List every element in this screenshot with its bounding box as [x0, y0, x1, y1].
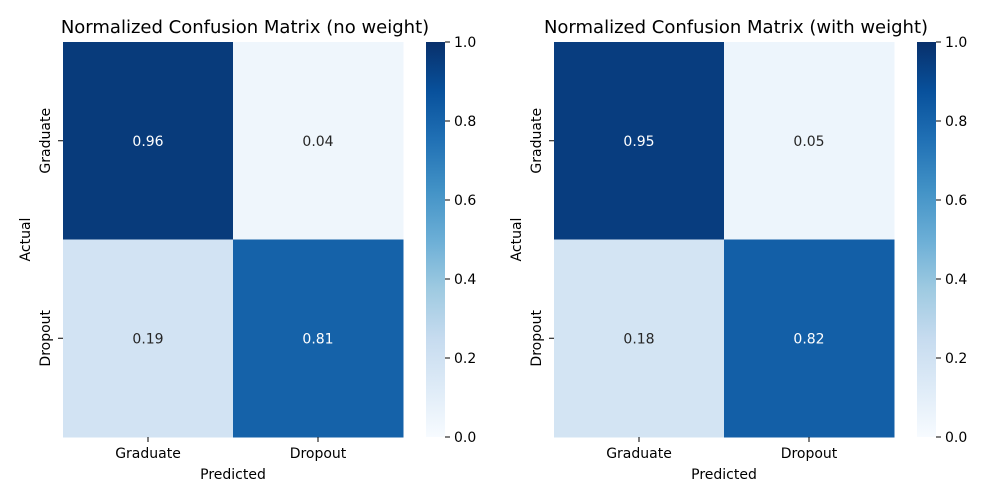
- colorbar-tick-label: 0.4: [454, 272, 476, 288]
- y-axis-label: Actual: [18, 218, 34, 262]
- cell-value-label: 0.18: [623, 331, 654, 347]
- y-tick-label: Graduate: [38, 108, 54, 174]
- chart-title: Normalized Confusion Matrix (with weight…: [544, 17, 928, 38]
- colorbar-tick-label: 0.2: [945, 351, 967, 367]
- heatmap-cell-dropout-graduate: [554, 239, 725, 438]
- colorbar-tick-label: 0.8: [454, 114, 476, 130]
- cell-value-label: 0.19: [132, 331, 163, 347]
- y-tick-label: Dropout: [529, 309, 545, 366]
- heatmap-cell-graduate-dropout: [724, 42, 895, 240]
- y-axis-label: Actual: [509, 218, 525, 262]
- heatmap-cell-dropout-dropout: [233, 239, 404, 438]
- heatmap-cell-graduate-graduate: [63, 42, 234, 240]
- x-tick-label: Graduate: [606, 446, 672, 462]
- colorbar-tick-label: 1.0: [454, 35, 476, 51]
- cell-value-label: 0.81: [302, 331, 333, 347]
- x-axis-label: Predicted: [200, 467, 266, 483]
- heatmap-cell-dropout-graduate: [63, 239, 234, 438]
- heatmap-panel-2: 0.95 0.05 0.18 0.82 Graduate Dropout Graduate D…: [509, 17, 967, 483]
- cell-value-label: 0.96: [132, 134, 163, 150]
- chart-title: Normalized Confusion Matrix (no weight): [61, 17, 429, 38]
- colorbar-tick-label: 0.2: [454, 351, 476, 367]
- colorbar-tick-label: 1.0: [945, 35, 967, 51]
- heatmap-cell-graduate-graduate: [554, 42, 725, 240]
- cell-value-label: 0.05: [793, 134, 824, 150]
- y-tick-label: Graduate: [529, 108, 545, 174]
- x-tick-label: Dropout: [781, 446, 838, 462]
- y-tick-label: Dropout: [38, 309, 54, 366]
- x-tick-label: Dropout: [290, 446, 347, 462]
- colorbar: [426, 42, 445, 437]
- x-axis-label: Predicted: [691, 467, 757, 483]
- colorbar-tick-label: 0.6: [945, 193, 967, 209]
- colorbar-tick-label: 0.6: [454, 193, 476, 209]
- colorbar-tick-label: 0.8: [945, 114, 967, 130]
- cell-value-label: 0.04: [302, 134, 333, 150]
- cell-value-label: 0.95: [623, 134, 654, 150]
- heatmap-panel-1: 0.96 0.04 0.19 0.81 Graduate Dropout Graduate D…: [18, 17, 476, 483]
- colorbar-tick-label: 0.0: [454, 430, 476, 446]
- heatmap-cell-graduate-dropout: [233, 42, 404, 240]
- cell-value-label: 0.82: [793, 331, 824, 347]
- colorbar: [917, 42, 936, 437]
- colorbar-tick-label: 0.0: [945, 430, 967, 446]
- x-tick-label: Graduate: [115, 446, 181, 462]
- colorbar-tick-label: 0.4: [945, 272, 967, 288]
- heatmap-cell-dropout-dropout: [724, 239, 895, 438]
